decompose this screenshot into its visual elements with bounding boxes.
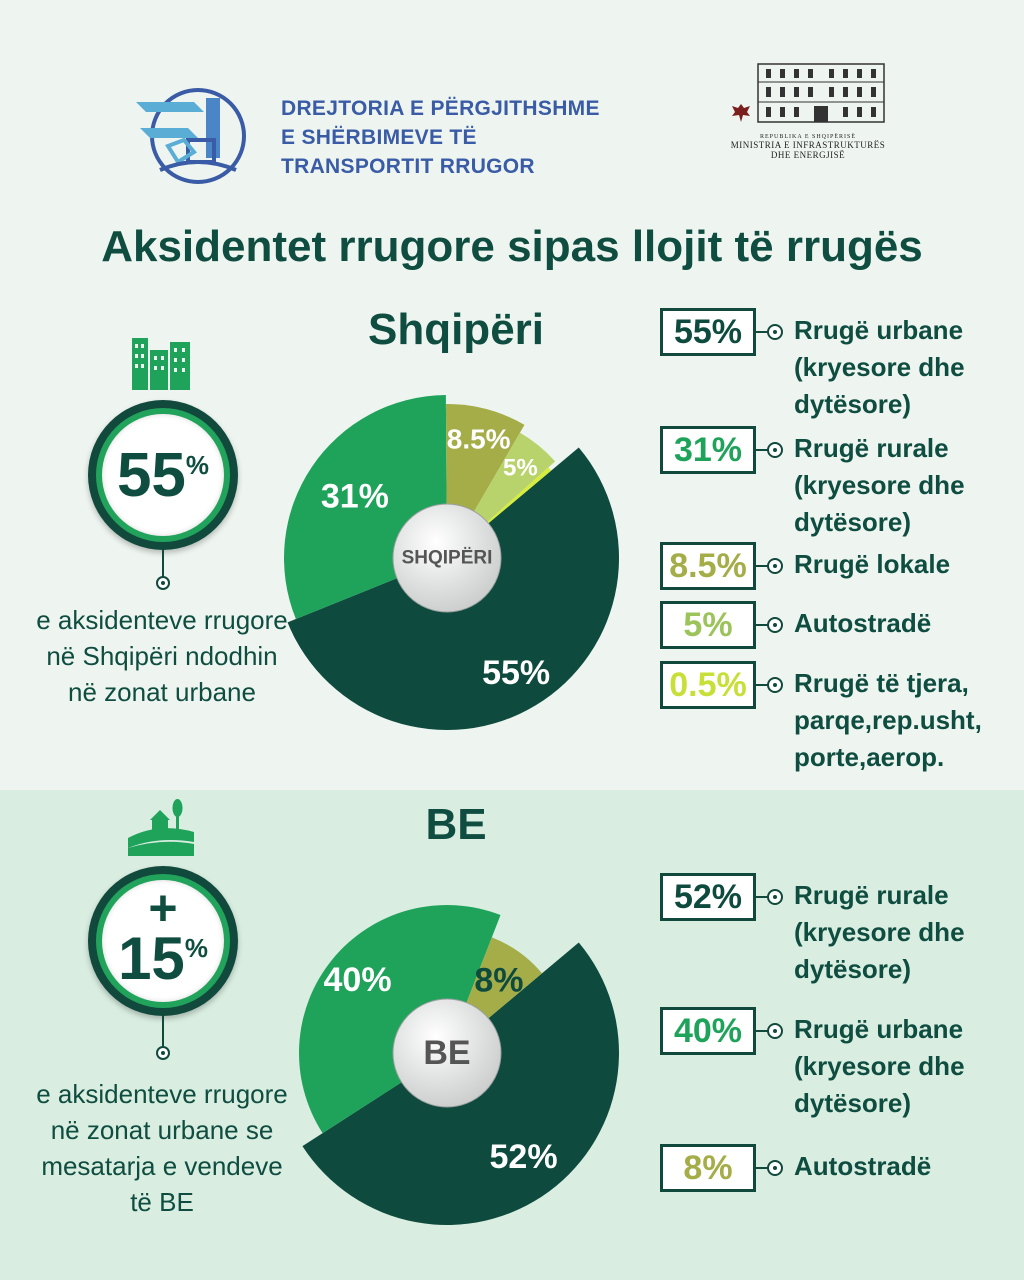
rural-landscape-icon (128, 799, 194, 856)
legend-connector (756, 684, 768, 686)
legend-connector (756, 896, 768, 898)
eu-side-text: e aksidenteve rrugore në zonat urbane se… (36, 1079, 288, 1217)
slice-value-label: 31% (321, 477, 389, 515)
legend-value-box: 8% (660, 1144, 756, 1192)
legend-dot (767, 677, 783, 693)
albania-connector-dot (156, 576, 170, 590)
legend-value-box: 31% (660, 426, 756, 474)
albania-pie-chart: 55% 31% 8.5%5% SHQIPËRI (284, 395, 620, 731)
page-title: Aksidentet rrugore sipas llojit të rrugë… (101, 222, 923, 271)
org-line-3: TRANSPORTIT RRUGOR (281, 155, 535, 178)
legend-label: Rrugë rurale (kryesore dhe dytësore) (794, 880, 965, 984)
eu-section-title: BE (425, 800, 487, 849)
slice-value-label: 8% (474, 961, 523, 999)
eu-badge-value: 15% (118, 925, 208, 992)
legend-value-box: 52% (660, 873, 756, 921)
chart-center-label: BE (423, 1034, 470, 1072)
legend-value-box: 8.5% (660, 542, 756, 590)
org-line-1: DREJTORIA E PËRGJITHSHME (281, 97, 600, 120)
legend-dot (767, 324, 783, 340)
albania-section-title: Shqipëri (367, 305, 545, 354)
eu-connector-dot (156, 1046, 170, 1060)
ministry-building-icon (757, 63, 885, 123)
legend-connector (756, 565, 768, 567)
legend-value-box: 5% (660, 601, 756, 649)
legend-dot (767, 1160, 783, 1176)
legend-dot (767, 442, 783, 458)
organization-name: DREJTORIA E PËRGJITHSHME E SHËRBIMEVE TË… (281, 94, 601, 181)
eu-connector-line (162, 1014, 164, 1046)
ministry-logo: REPUBLIKA E SHQIPËRISË MINISTRIA E INFRA… (718, 58, 898, 160)
eu-urban-badge: + 15% (88, 866, 238, 1016)
chart-center-disk (392, 503, 502, 613)
legend-label: Autostradë (794, 608, 932, 638)
legend-label: Rrugë rurale (kryesore dhe dytësore) (794, 433, 965, 537)
legend-connector (756, 331, 768, 333)
legend-label: Rrugë urbane (kryesore dhe dytësore) (794, 1014, 965, 1118)
legend-label: Autostradë (794, 1151, 932, 1181)
legend-label: Rrugë të tjera, parqe,rep.usht, porte,ae… (794, 668, 982, 772)
eu-badge-sign: + (148, 880, 178, 936)
legend-connector (756, 1167, 768, 1169)
legend-connector (756, 1030, 768, 1032)
legend-label: Rrugë urbane (kryesore dhe dytësore) (794, 315, 965, 419)
albania-side-text: e aksidenteve rrugore në Shqipëri ndodhi… (36, 605, 288, 707)
dpshtrr-logo-icon (136, 88, 246, 184)
ministry-republic-text: REPUBLIKA E SHQIPËRISË (759, 134, 856, 140)
albania-connector-line (162, 548, 164, 578)
legend-value-box: 0.5% (660, 661, 756, 709)
legend-dot (767, 889, 783, 905)
city-buildings-icon (132, 338, 190, 390)
slice-value-label: 5% (503, 455, 538, 482)
legend-label: Rrugë lokale (794, 549, 951, 579)
legend-connector (756, 449, 768, 451)
legend-value-box: 55% (660, 308, 756, 356)
albania-urban-badge: 55% (88, 400, 238, 550)
org-line-2: E SHËRBIMEVE TË (281, 126, 477, 149)
ministry-name-line-1: MINISTRIA E INFRASTRUKTURËS (730, 140, 886, 150)
legend-connector (756, 624, 768, 626)
slice-value-label: 40% (324, 961, 392, 999)
eagle-emblem-icon (731, 104, 750, 122)
legend-dot (767, 558, 783, 574)
chart-center-disk (392, 998, 502, 1108)
legend-value-box: 40% (660, 1007, 756, 1055)
slice-value-label: 52% (490, 1138, 558, 1176)
albania-badge-value: 55% (116, 441, 210, 510)
slice-value-label: 8.5% (447, 423, 511, 454)
pie-slice (299, 905, 501, 1134)
chart-center-label: SHQIPËRI (402, 548, 493, 569)
legend-dot (767, 617, 783, 633)
ministry-name-line-2: DHE ENERGJISË (770, 150, 846, 160)
slice-value-label: 55% (482, 654, 550, 692)
eu-pie-chart: 52% 40% 8%BE (299, 905, 620, 1226)
legend-dot (767, 1023, 783, 1039)
